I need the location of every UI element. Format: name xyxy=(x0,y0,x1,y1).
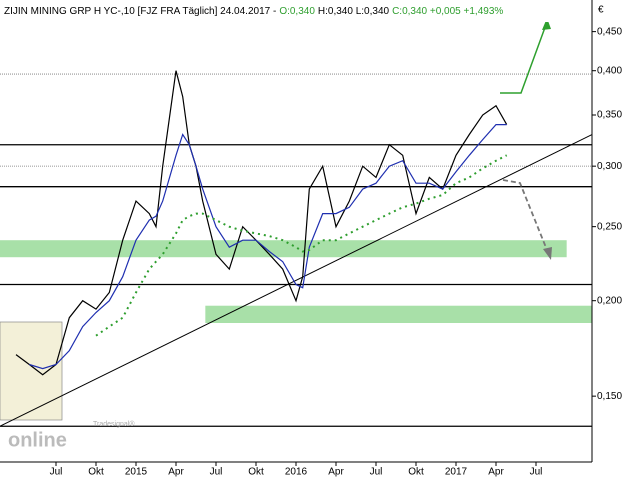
y-tick-label: 0,350 xyxy=(597,110,622,121)
x-tick-label: Okt xyxy=(408,467,424,478)
x-tick-label: 2015 xyxy=(125,467,148,478)
x-tick-label: Apr xyxy=(168,467,184,478)
down-arrow xyxy=(502,179,550,256)
x-tick-label: Jul xyxy=(370,467,383,478)
y-tick-label: 0,450 xyxy=(597,26,622,37)
logo-small: Tradesignal® xyxy=(93,420,135,428)
y-tick-label: 0,200 xyxy=(597,295,622,306)
x-tick-label: Apr xyxy=(488,467,504,478)
up-arrow xyxy=(500,21,548,94)
series-line xyxy=(15,70,508,376)
up-arrow-head xyxy=(542,18,551,30)
down-arrow-head xyxy=(543,247,552,260)
x-tick-label: Jul xyxy=(210,467,223,478)
y-tick-label: 0,150 xyxy=(597,391,622,402)
header-part: H:0,340 L:0,340 xyxy=(318,6,390,17)
y-tick-label: 0,400 xyxy=(597,65,622,76)
x-tick-label: 2016 xyxy=(285,467,308,478)
trendline xyxy=(0,134,593,427)
header: ZIJIN MINING GRP H YC-,10 [FJZ FRA Tägli… xyxy=(4,6,503,17)
zone xyxy=(205,305,593,323)
x-tick-label: Okt xyxy=(88,467,104,478)
x-tick-label: Jul xyxy=(530,467,543,478)
plot-area xyxy=(0,70,593,427)
series-line xyxy=(29,124,507,370)
x-tick-label: Okt xyxy=(248,467,264,478)
y-tick-label: 0,300 xyxy=(597,161,622,172)
currency: € xyxy=(598,5,604,16)
header-part: C:0,340 +0,005 +1,493% xyxy=(392,6,503,17)
zone xyxy=(0,240,567,258)
header-part: ZIJIN MINING GRP H YC-,10 [FJZ FRA Tägli… xyxy=(4,6,276,17)
header-part: O:0,340 xyxy=(279,6,315,17)
header-bg xyxy=(0,0,570,22)
x-tick-label: Jul xyxy=(50,467,63,478)
y-tick-label: 0,250 xyxy=(597,221,622,232)
logo: online xyxy=(8,429,67,451)
x-tick-label: Apr xyxy=(328,467,344,478)
x-tick-label: 2017 xyxy=(445,467,468,478)
range-box xyxy=(0,321,63,421)
